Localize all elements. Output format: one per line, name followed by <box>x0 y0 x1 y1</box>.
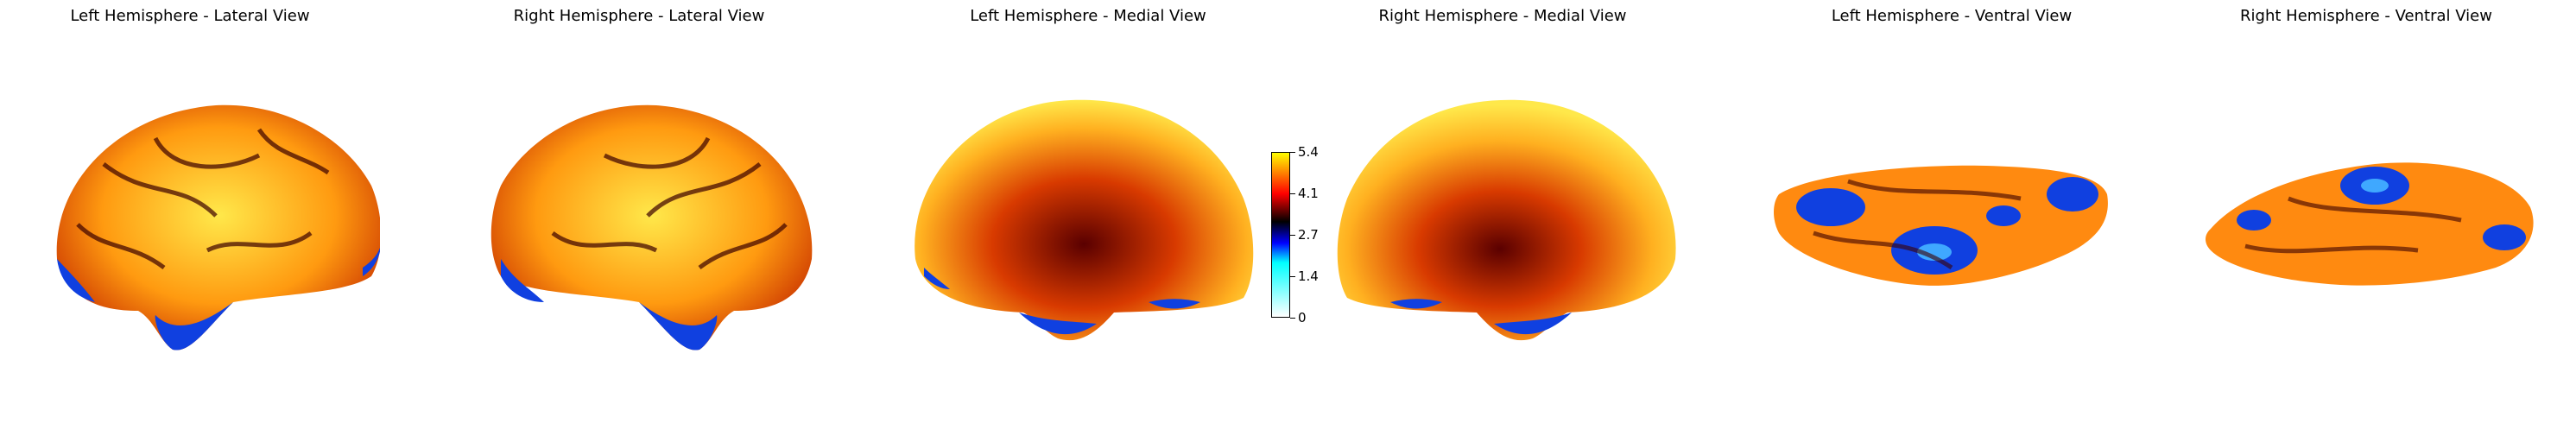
colorbar-tick-label: 2.7 <box>1298 227 1319 243</box>
panel-lh-medial: Left Hemisphere - Medial View <box>898 0 1278 442</box>
brain-surface-lh-medial <box>915 99 1254 341</box>
view-title-rh-lateral: Right Hemisphere - Lateral View <box>513 7 765 25</box>
view-title-lh-medial: Left Hemisphere - Medial View <box>970 7 1206 25</box>
brain-surface-rh-lateral <box>491 104 813 350</box>
panel-rh-ventral: Right Hemisphere - Ventral View <box>2176 0 2556 442</box>
brain-surface-lh-lateral <box>56 104 380 350</box>
colorbar <box>1271 152 1290 318</box>
colorbar-tick <box>1290 318 1295 319</box>
brain-surface-lh-ventral <box>1774 165 2108 286</box>
colorbar-tick-label: 4.1 <box>1298 186 1319 201</box>
colorbar-tick <box>1290 235 1295 236</box>
panel-lh-lateral: Left Hemisphere - Lateral View <box>0 0 380 442</box>
view-title-rh-ventral: Right Hemisphere - Ventral View <box>2240 7 2492 25</box>
colorbar-tick-label: 1.4 <box>1298 268 1319 284</box>
colorbar-tick <box>1290 152 1295 153</box>
brain-surface-rh-medial <box>1337 99 1676 341</box>
view-title-lh-lateral: Left Hemisphere - Lateral View <box>70 7 310 25</box>
panel-rh-lateral: Right Hemisphere - Lateral View <box>449 0 829 442</box>
view-title-lh-ventral: Left Hemisphere - Ventral View <box>1831 7 2073 25</box>
panel-lh-ventral: Left Hemisphere - Ventral View <box>1762 0 2142 442</box>
colorbar-tick <box>1290 276 1295 277</box>
panel-rh-medial: Right Hemisphere - Medial View <box>1313 0 1693 442</box>
brain-surface-rh-ventral <box>2206 162 2534 286</box>
colorbar-tick-label: 5.4 <box>1298 144 1319 160</box>
view-title-rh-medial: Right Hemisphere - Medial View <box>1378 7 1627 25</box>
colorbar-tick <box>1290 193 1295 194</box>
colorbar-tick-label: 0 <box>1298 310 1307 325</box>
